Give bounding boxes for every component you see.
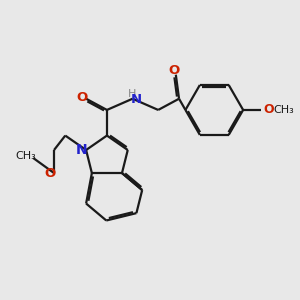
Text: O: O [76, 91, 87, 103]
Text: N: N [131, 93, 142, 106]
Text: O: O [44, 167, 55, 180]
Text: O: O [263, 103, 274, 116]
Text: N: N [76, 143, 87, 157]
Text: O: O [169, 64, 180, 77]
Text: CH₃: CH₃ [273, 105, 294, 115]
Text: H: H [128, 89, 136, 99]
Text: CH₃: CH₃ [16, 152, 37, 161]
